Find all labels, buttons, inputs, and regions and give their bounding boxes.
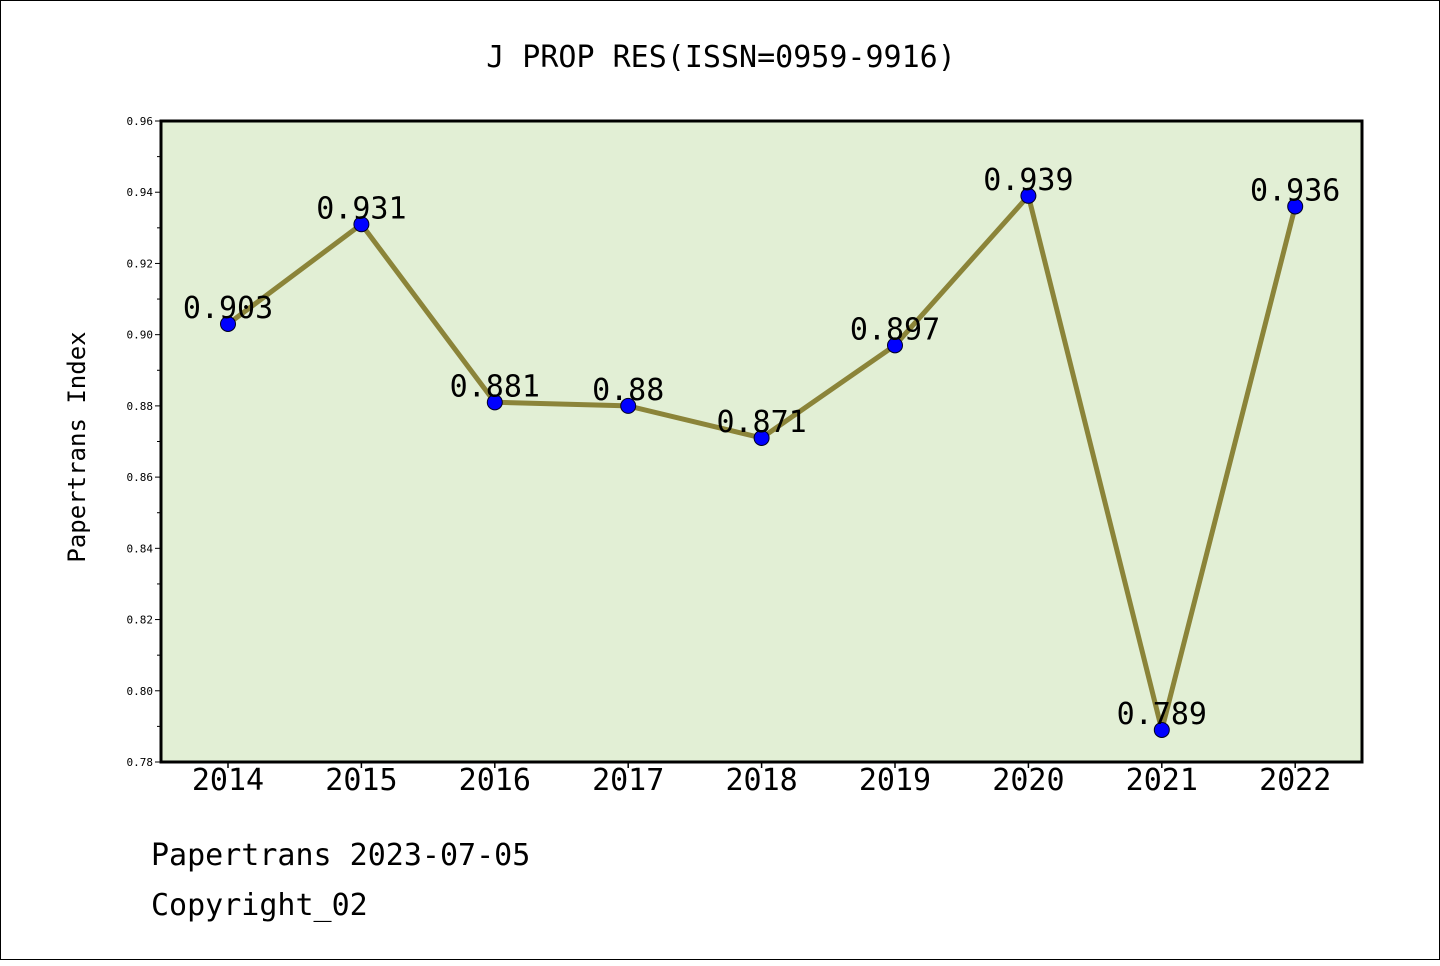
x-tick-label: 2014 — [192, 763, 264, 798]
y-tick-label: 0.84 — [127, 542, 154, 555]
data-label: 0.897 — [850, 312, 940, 347]
data-label: 0.88 — [592, 373, 664, 408]
data-point-marker — [753, 429, 770, 446]
y-tick-label: 0.88 — [127, 400, 154, 413]
x-tick-label: 2021 — [1126, 763, 1198, 798]
x-axis-ticks: 2014 2015 2016 2017 2018 2019 2020 2021 2022 — [192, 762, 1331, 798]
data-label: 0.931 — [316, 191, 406, 226]
data-labels: 0.903 0.931 0.881 0.88 0.871 0.897 0.939 0.789 0… — [183, 163, 1341, 732]
y-tick-label: 0.92 — [127, 257, 154, 270]
data-point-marker — [1153, 721, 1170, 738]
data-label: 0.871 — [716, 405, 806, 440]
data-label: 0.939 — [983, 163, 1073, 198]
data-point-marker — [220, 315, 236, 332]
data-label: 0.881 — [450, 369, 540, 404]
y-tick-label: 0.82 — [127, 614, 154, 627]
chart-title: J PROP RES(ISSN=0959-9916) — [486, 40, 956, 75]
y-tick-label: 0.78 — [127, 756, 154, 769]
data-point-marker — [1020, 187, 1037, 204]
data-points — [220, 187, 1304, 738]
y-tick-label: 0.86 — [127, 471, 154, 484]
y-axis-label: Papertrans Index — [63, 331, 91, 562]
data-label: 0.903 — [183, 291, 273, 326]
data-point-marker — [486, 394, 503, 411]
x-tick-label: 2016 — [459, 763, 531, 798]
y-tick-label: 0.80 — [127, 685, 154, 698]
y-tick-label: 0.94 — [127, 186, 154, 199]
x-tick-label: 2018 — [725, 763, 797, 798]
y-axis-ticks: 0.78 0.80 0.82 0.84 0.86 0.88 0.90 0.92 0.94 0.96 — [127, 115, 161, 769]
x-tick-label: 2019 — [859, 763, 931, 798]
y-tick-label: 0.96 — [127, 115, 154, 128]
y-tick-label: 0.90 — [127, 329, 154, 342]
data-point-marker — [353, 216, 370, 233]
footer-date: Papertrans 2023-07-05 — [151, 838, 530, 873]
data-label: 0.789 — [1117, 697, 1207, 732]
data-point-marker — [1287, 198, 1304, 215]
data-point-marker — [887, 337, 903, 354]
footer-copyright: Copyright_02 — [151, 888, 368, 923]
x-tick-label: 2015 — [325, 763, 397, 798]
x-tick-label: 2020 — [992, 763, 1064, 798]
x-tick-label: 2022 — [1259, 763, 1331, 798]
x-tick-label: 2017 — [592, 763, 664, 798]
data-point-marker — [620, 397, 637, 414]
data-label: 0.936 — [1250, 173, 1340, 208]
